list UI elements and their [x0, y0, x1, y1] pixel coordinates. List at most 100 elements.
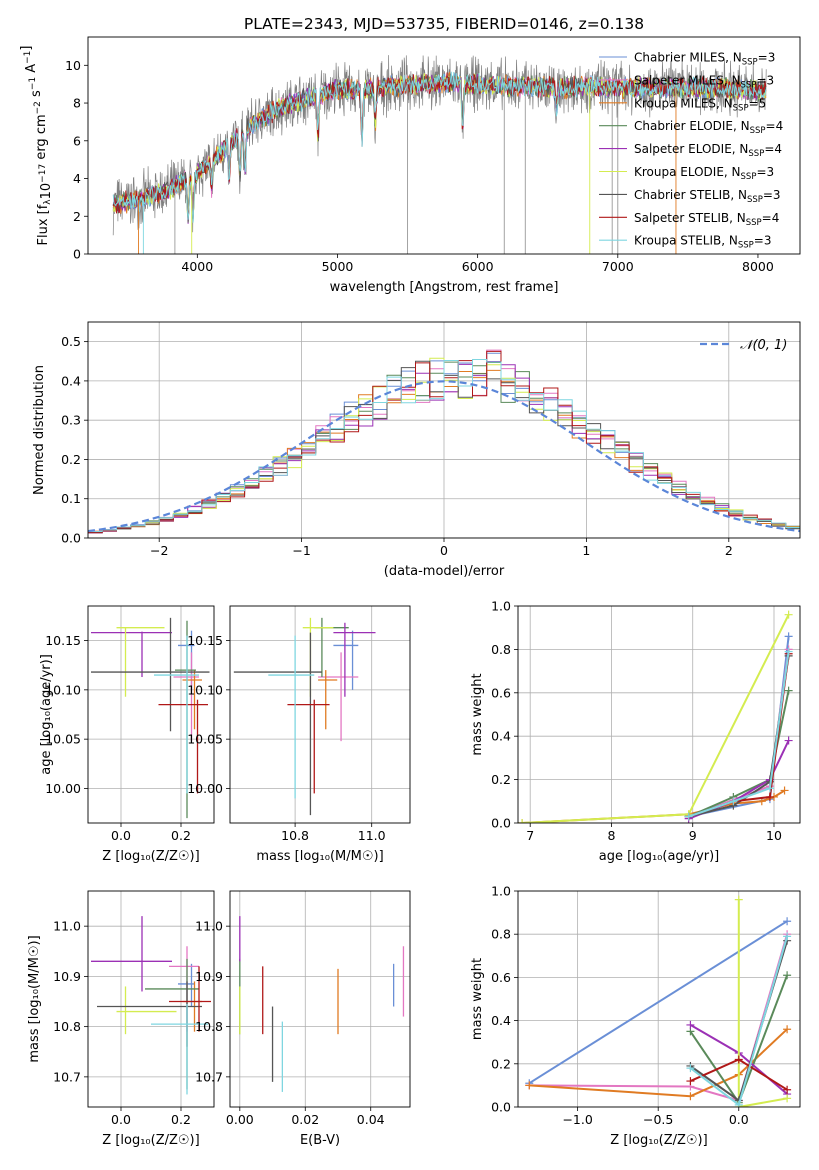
plot-area — [230, 891, 410, 1107]
plot-area — [88, 891, 214, 1107]
x-axis-label: Z [log₁₀(Z/Z☉)] — [102, 1133, 199, 1148]
weight-marker-kroupa_elodie — [734, 895, 743, 904]
legend-label-suffix: =4 — [764, 142, 782, 156]
legend-label-text: Kroupa ELODIE, N — [634, 165, 741, 179]
axes-frame — [87, 605, 215, 824]
legend-label-text: Kroupa MILES, N — [634, 96, 733, 110]
y-tick-label: 0.4 — [491, 1013, 511, 1028]
legend-label-suffix: =3 — [754, 234, 772, 248]
y-tick-label: 0.0 — [491, 816, 511, 831]
weight-marker-kroupa_stelib — [684, 812, 693, 821]
y-label-part: erg cm — [34, 114, 49, 163]
y-tick-label: 10.00 — [187, 781, 223, 796]
legend-label-kroupa_stelib: Kroupa STELIB, NSSP=3 — [634, 234, 772, 251]
x-tick-label: 8 — [607, 828, 615, 843]
x-axis-label: Z [log₁₀(Z/Z☉)] — [610, 1133, 707, 1148]
axes-mass_vs_ebv: 0.00 0.02 0.04 10.7 10.8 10.9 11.0 E(B-V) — [195, 890, 411, 1148]
legend-label-salpeter_stelib: Salpeter STELIB, NSSP=4 — [634, 211, 779, 228]
legend-label-suffix: =4 — [762, 211, 780, 225]
weight-line-kroupa_stelib — [688, 651, 790, 818]
x-tick-label: −1 — [292, 543, 310, 558]
plot-area — [518, 891, 800, 1107]
weight-marker-kroupa_miles — [525, 1081, 534, 1090]
weight-marker-kroupa_miles — [686, 1092, 695, 1101]
legend-label-sub: SSP — [741, 172, 757, 182]
legend-label-kroupa_elodie: Kroupa ELODIE, NSSP=3 — [634, 165, 774, 182]
x-axis-label: Z [log₁₀(Z/Z☉)] — [102, 849, 199, 864]
model-line-kroupa_stelib — [112, 71, 767, 223]
y-tick-label: 0.8 — [491, 642, 511, 657]
y-label-part: 10 — [39, 183, 54, 200]
y-tick-label: 0.5 — [61, 334, 81, 349]
weight-marker-kroupa_elodie — [784, 610, 793, 619]
x-tick-label: −2 — [150, 543, 168, 558]
weight-marker-chabrier_elodie — [783, 971, 792, 980]
y-tick-label: 1.0 — [491, 884, 511, 899]
x-tick-label: 7 — [526, 828, 534, 843]
axes-age_vs_Z: 0.0 0.2 10.00 10.05 10.10 10.15 Z [log₁₀(Z/Z☉)… — [39, 605, 215, 864]
x-tick-label: 11.0 — [358, 828, 386, 843]
weight-line-chabrier_miles — [528, 920, 788, 1085]
x-tick-label: 0.04 — [357, 1112, 385, 1127]
legend-label-sub: SSP — [742, 58, 758, 68]
y-axis-label: mass weight — [470, 673, 485, 755]
y-tick-label: 10.05 — [187, 732, 223, 747]
legend-label-sub: SSP — [750, 126, 766, 136]
plot-area — [88, 606, 214, 823]
x-tick-label: 0.02 — [291, 1112, 319, 1127]
axes-frame — [517, 890, 801, 1108]
y-tick-label: 0.2 — [61, 452, 81, 467]
y-axis-label: mass weight — [470, 958, 485, 1040]
y-label-part: s — [29, 90, 44, 101]
legend-label-chabrier_stelib: Chabrier STELIB, NSSP=3 — [634, 188, 781, 205]
x-tick-label: 0.0 — [729, 1112, 749, 1127]
y-axis-label: Normed distribution — [32, 365, 47, 495]
y-tick-label: 0.6 — [491, 685, 511, 700]
axes-mass_weight_vs_Z: −1.0 −0.5 0.0 0.0 0.2 0.4 0.6 0.8 1.0 Z [log₁₀(Z/… — [470, 884, 801, 1148]
y-tick-label: 10.10 — [45, 682, 81, 697]
axes-frame — [229, 605, 411, 824]
x-tick-label: 0 — [440, 543, 448, 558]
axes-frame — [229, 890, 411, 1108]
weight-line-salpeter_elodie — [688, 740, 790, 820]
x-tick-label: 10.8 — [281, 828, 309, 843]
legend-label-text: Salpeter MILES, N — [634, 73, 741, 87]
y-tick-label: 10.8 — [53, 1019, 81, 1034]
x-tick-label: 2 — [725, 543, 733, 558]
y-tick-label: 2 — [73, 209, 81, 224]
y-tick-label: 10.15 — [187, 633, 223, 648]
y-tick-label: 0.0 — [61, 531, 81, 546]
y-tick-label: 10.8 — [195, 1019, 223, 1034]
weight-marker-kroupa_miles — [780, 786, 789, 795]
weight-marker-salpeter_stelib — [686, 1077, 695, 1086]
weight-marker-kroupa_stelib — [783, 932, 792, 941]
plot-area — [88, 322, 800, 538]
y-tick-label: 0.0 — [491, 1100, 511, 1115]
x-tick-label: 10 — [766, 828, 782, 843]
legend-label-salpeter_miles: Salpeter MILES, NSSP=3 — [634, 73, 774, 90]
chart-title: PLATE=2343, MJD=53735, FIBERID=0146, z=0… — [244, 15, 644, 33]
weight-line-kroupa_elodie — [737, 899, 788, 1107]
y-tick-label: 0.3 — [61, 413, 81, 428]
axes-frame — [517, 605, 801, 824]
y-tick-label: 6 — [73, 133, 81, 148]
x-tick-label: 0.00 — [226, 1112, 254, 1127]
x-tick-label: 5000 — [322, 259, 354, 274]
x-tick-label: 4000 — [181, 259, 213, 274]
y-label-part: −1 — [28, 77, 38, 90]
legend-label-suffix: =3 — [763, 188, 781, 202]
weight-marker-chabrier_miles — [783, 917, 792, 926]
y-tick-label: 0.4 — [491, 729, 511, 744]
legend-label-chabrier_miles: Chabrier MILES, NSSP=3 — [634, 51, 775, 68]
y-tick-label: 0.8 — [491, 927, 511, 942]
weight-marker-chabrier_elodie — [784, 686, 793, 695]
legend-label-text: Salpeter ELODIE, N — [634, 142, 748, 156]
weight-marker-kroupa_elodie — [783, 1094, 792, 1103]
x-tick-label: 7000 — [602, 259, 634, 274]
axes-spectrum: 4000 5000 6000 7000 8000 0 2 4 6 8 10 wavelength [A… — [19, 36, 801, 295]
normal-reference-curve — [88, 380, 800, 533]
y-label-part: −17 — [38, 164, 48, 183]
weight-marker-chabrier_miles — [784, 632, 793, 641]
legend-label-salpeter_elodie: Salpeter ELODIE, NSSP=4 — [634, 142, 782, 159]
weight-marker-kroupa_stelib — [765, 784, 774, 793]
